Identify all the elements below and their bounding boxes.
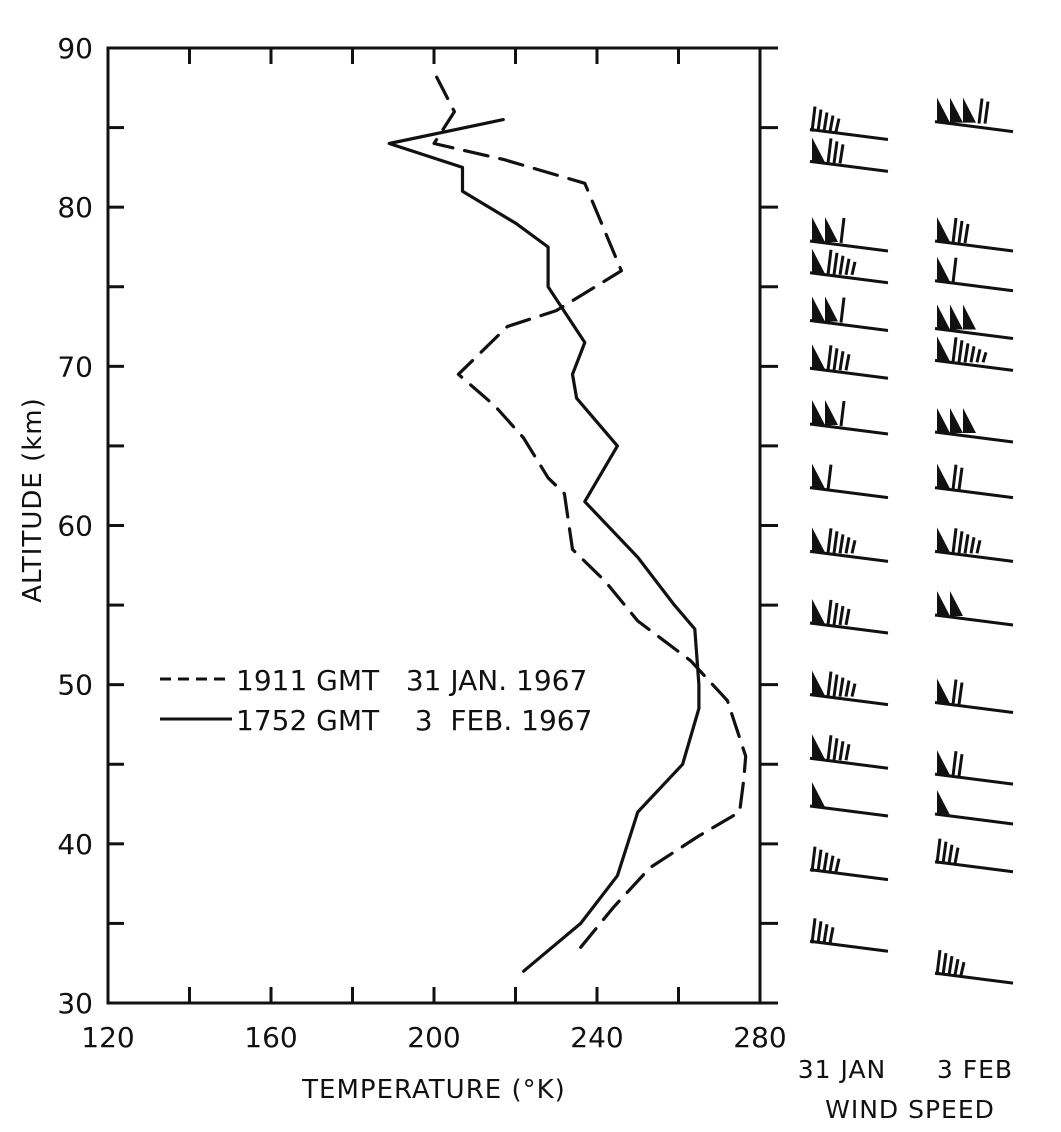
legend: 1911 GMT 31 JAN. 1967 1752 GMT 3 FEB. 19… — [160, 664, 592, 737]
y-tick-label: 40 — [57, 828, 93, 861]
wind-barb-3-feb — [934, 256, 1014, 293]
axis-ticks: 120 160 200 240 280 30 40 50 60 70 80 90 — [57, 32, 786, 1054]
y-tick-label: 90 — [57, 32, 93, 65]
wind-barb-3-feb — [934, 97, 1014, 134]
wind-barb-3-feb — [934, 750, 1014, 786]
wind-barb-31-jan — [809, 248, 889, 285]
wind-barb-3-feb — [934, 949, 1014, 985]
wind-barb-3-feb — [934, 336, 1014, 372]
legend-label-31-jan: 1911 GMT 31 JAN. 1967 — [236, 664, 587, 697]
wind-barb-3-feb — [934, 789, 1014, 826]
wind-barb-3-feb — [934, 216, 1014, 253]
wind-barb-3-feb — [934, 527, 1014, 563]
x-tick-label: 200 — [407, 1021, 460, 1054]
series-line-31-jan — [432, 70, 748, 949]
wind-barb-31-jan — [809, 344, 889, 380]
y-axis-title: ALTITUDE (km) — [18, 397, 48, 603]
y-tick-label: 70 — [57, 350, 93, 383]
wind-barb-31-jan — [809, 734, 889, 770]
wind-barb-31-jan — [809, 216, 889, 253]
y-tick-label: 60 — [57, 510, 93, 543]
x-axis-title: TEMPERATURE (°K) — [301, 1075, 566, 1105]
wind-barb-31-jan — [809, 918, 889, 953]
y-tick-label: 50 — [57, 669, 93, 702]
wind-barb-3-feb — [934, 304, 1014, 340]
wind-barb-3-feb — [934, 838, 1014, 874]
wind-barb-31-jan — [809, 598, 889, 635]
y-tick-label: 80 — [57, 191, 93, 224]
wind-barb-3-feb — [934, 463, 1014, 500]
wind-barb-31-jan — [809, 782, 889, 818]
wind-barb-31-jan — [809, 400, 889, 436]
wind-barb-31-jan — [809, 463, 889, 500]
wind-column-label-3-feb: 3 FEB — [937, 1055, 1013, 1084]
wind-barb-31-jan — [809, 527, 889, 563]
wind-barb-31-jan — [809, 296, 889, 333]
x-tick-label: 160 — [244, 1021, 297, 1054]
wind-barb-31-jan — [809, 846, 889, 882]
wind-barb-31-jan — [809, 670, 889, 707]
legend-label-3-feb: 1752 GMT 3 FEB. 1967 — [236, 704, 592, 737]
wind-barb-3-feb — [934, 678, 1014, 715]
wind-column-label-31-jan: 31 JAN — [798, 1055, 887, 1084]
wind-barb-31-jan — [809, 106, 889, 142]
wind-barb-31-jan — [809, 137, 889, 173]
x-tick-label: 280 — [733, 1021, 786, 1054]
series-line-3-feb — [387, 117, 701, 973]
y-tick-label: 30 — [57, 987, 93, 1020]
profile-lines — [387, 70, 748, 973]
wind-barb-3-feb — [934, 591, 1014, 627]
wind-speed-title: WIND SPEED — [825, 1095, 995, 1124]
wind-barb-3-feb — [934, 407, 1014, 444]
x-tick-label: 240 — [570, 1021, 623, 1054]
x-tick-label: 120 — [81, 1021, 134, 1054]
wind-barb-panel — [809, 97, 1014, 985]
